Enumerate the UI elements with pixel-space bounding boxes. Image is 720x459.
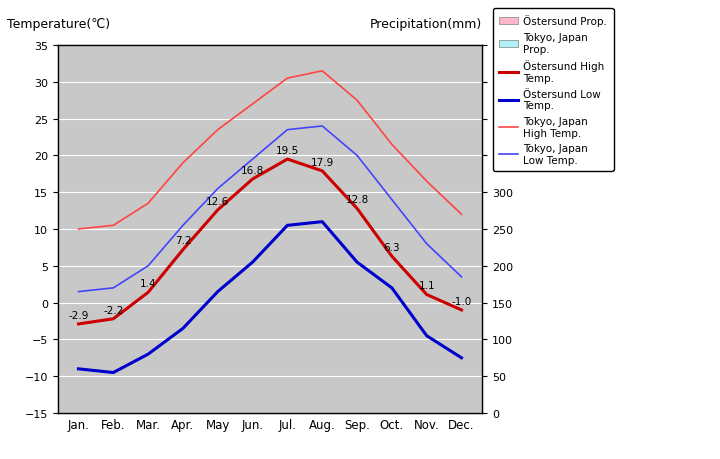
Text: -1.0: -1.0 (451, 296, 472, 306)
Text: 16.8: 16.8 (241, 165, 264, 175)
Bar (183, 322, 196, 413)
Bar (287, 301, 301, 413)
Bar (392, 293, 405, 413)
Text: 7.2: 7.2 (175, 236, 192, 246)
Bar (78, 375, 91, 413)
Bar (170, 391, 183, 413)
Legend: Östersund Prop., Tokyo, Japan
Prop., Östersund High
Temp., Östersund Low
Temp., : Östersund Prop., Tokyo, Japan Prop., Öst… (493, 9, 613, 172)
Text: 17.9: 17.9 (310, 157, 334, 168)
Bar (204, 381, 217, 413)
Text: 1.1: 1.1 (418, 281, 435, 291)
Bar (217, 313, 231, 413)
Bar (413, 379, 427, 413)
Text: 1.4: 1.4 (140, 279, 156, 289)
Text: -2.2: -2.2 (103, 305, 124, 315)
Bar (113, 372, 127, 413)
Text: 19.5: 19.5 (276, 146, 299, 156)
Bar (239, 370, 253, 413)
Text: -2.9: -2.9 (68, 310, 89, 320)
Bar (427, 345, 440, 413)
Bar (323, 290, 336, 413)
Text: Temperature(℃): Temperature(℃) (6, 18, 109, 31)
Bar (344, 378, 357, 413)
Bar (379, 382, 392, 413)
Bar (66, 386, 78, 413)
Bar (462, 375, 474, 413)
Bar (148, 327, 161, 413)
Text: Precipitation(mm): Precipitation(mm) (370, 18, 482, 31)
Text: 6.3: 6.3 (384, 242, 400, 252)
Text: 12.8: 12.8 (346, 195, 369, 205)
Bar (449, 382, 462, 413)
Bar (253, 290, 266, 413)
Bar (274, 363, 287, 413)
Bar (357, 260, 370, 413)
Bar (100, 394, 113, 413)
Bar (135, 392, 148, 413)
Text: 12.6: 12.6 (206, 196, 230, 206)
Bar (309, 363, 323, 413)
